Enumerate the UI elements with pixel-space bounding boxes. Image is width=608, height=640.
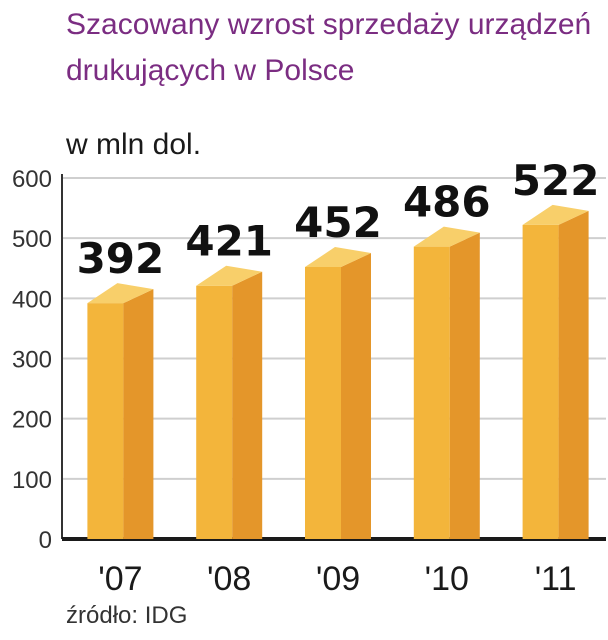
bar-value-label: 421 [185,217,273,266]
bar-side [341,253,371,539]
x-tick-label: '11 [535,560,577,598]
bar-front [87,303,124,539]
y-tick-label: 400 [12,286,52,313]
bar-chart: 0 100 200 300 400 500 600 392 '07 421 '08 452 '09 486… [12,156,606,598]
bar-top [413,226,480,247]
bar-front [196,285,233,539]
bar-top [196,265,263,286]
y-tick-label: 100 [12,467,52,494]
bar-top [87,283,154,304]
y-tick-label: 500 [12,226,52,253]
source-note: źródło: IDG [66,602,188,629]
x-tick-label: '07 [98,560,142,598]
bar-side [558,210,589,539]
bar-side [449,232,480,539]
bar-side [123,289,154,539]
bar-value-label: 392 [77,234,165,283]
y-tick-label: 0 [39,527,52,554]
y-tick-label: 300 [12,347,52,374]
chart-title: Szacowany wzrost sprzedaży urządzeń druk… [66,8,592,87]
bar-value-label: 452 [294,198,382,247]
x-tick-label: '09 [316,560,360,598]
x-tick-label: '10 [425,560,469,598]
unit-label: w mln dol. [66,128,202,161]
bar-front [413,246,450,539]
bar-value-label: 486 [403,178,491,227]
bar-top [305,247,371,268]
bar-top [522,204,589,225]
x-tick-label: '08 [207,560,251,598]
bar-front [522,224,559,539]
bar-front [305,267,341,539]
bar-value-label: 522 [512,156,600,205]
y-tick-label: 600 [12,166,52,193]
bar-side [232,271,263,539]
y-tick-label: 200 [12,407,52,434]
